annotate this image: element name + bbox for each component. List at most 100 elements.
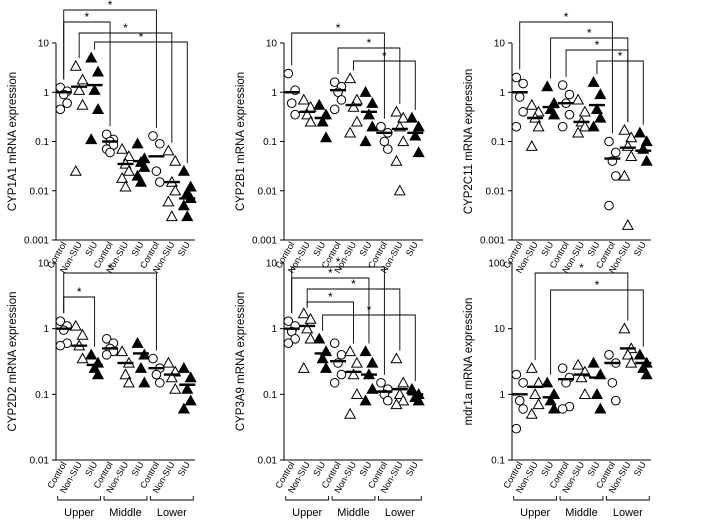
sig-bracket	[63, 21, 111, 127]
y-tick-label: 1	[43, 88, 49, 99]
point-non-siu	[525, 361, 538, 373]
point-control	[511, 72, 522, 83]
point-control	[58, 325, 69, 335]
y-tick-label: 0.1	[35, 390, 49, 401]
point-siu	[359, 345, 372, 357]
y-tick-label: 100	[488, 259, 505, 270]
region-label: Lower	[385, 507, 415, 519]
point-siu	[316, 115, 329, 127]
point-control	[283, 338, 294, 349]
sig-star: *	[579, 261, 584, 275]
point-control	[604, 200, 614, 211]
panel-2: 0.001 0.01 0.1 1 10 CYP2B1 mRNA expression * * *…	[235, 21, 425, 275]
point-siu	[319, 131, 333, 143]
point-control	[607, 377, 618, 388]
sig-bracket	[596, 60, 644, 125]
point-non-siu	[621, 140, 634, 151]
point-non-siu	[621, 218, 634, 230]
sig-bracket	[78, 32, 173, 143]
y-axis-label: mdr1a mRNA expression	[463, 298, 475, 426]
y-axis-label: CYP2C11 mRNA expression	[463, 69, 475, 215]
point-non-siu	[625, 131, 638, 143]
point-control	[148, 131, 158, 141]
point-control	[154, 177, 165, 187]
point-control	[329, 104, 340, 115]
point-siu	[590, 103, 603, 114]
point-control	[557, 363, 568, 374]
sig-star: *	[595, 278, 600, 292]
sig-star: *	[367, 303, 372, 317]
point-control	[604, 136, 614, 147]
y-tick-label: 1	[271, 88, 277, 99]
point-non-siu	[162, 356, 175, 368]
point-control	[283, 316, 294, 326]
point-siu	[313, 332, 326, 344]
point-non-siu	[297, 361, 310, 373]
point-siu	[594, 88, 607, 100]
point-control	[336, 369, 347, 380]
point-siu	[134, 175, 147, 187]
point-control	[518, 78, 528, 89]
sig-star: *	[85, 10, 90, 24]
y-tick-label: 10	[38, 39, 50, 50]
point-siu	[177, 402, 190, 414]
point-siu	[366, 96, 379, 108]
y-axis-label: CYP2B1 mRNA expression	[235, 72, 247, 211]
point-non-siu	[344, 126, 357, 138]
sig-star: *	[108, 0, 113, 12]
y-tick-label: 0.1	[35, 137, 49, 148]
point-siu	[633, 126, 646, 138]
point-siu	[633, 348, 646, 360]
point-non-siu	[578, 120, 591, 132]
point-siu	[587, 356, 600, 368]
point-siu	[131, 137, 144, 149]
point-control	[376, 377, 386, 388]
point-non-siu	[525, 407, 538, 419]
point-siu	[359, 394, 372, 406]
sig-bracket	[565, 49, 629, 123]
point-non-siu	[532, 398, 545, 410]
panel-1: 0.001 0.01 0.1 1 10 CYP1A1 mRNA expression * * *…	[7, 0, 197, 275]
point-non-siu	[162, 144, 175, 156]
point-non-siu	[397, 135, 410, 147]
point-non-siu	[116, 171, 129, 183]
point-siu	[541, 376, 554, 388]
point-non-siu	[116, 345, 129, 357]
x-category-label: SIU	[632, 240, 648, 258]
region-label: Middle	[337, 507, 369, 519]
y-tick-label: 0.001	[24, 236, 49, 247]
y-tick-label: 0.01	[258, 456, 278, 467]
y-tick-label: 10	[494, 39, 506, 50]
point-siu	[85, 348, 98, 360]
point-control	[557, 80, 568, 90]
x-category-label: SIU	[404, 460, 420, 478]
point-siu	[91, 368, 105, 380]
point-siu	[177, 199, 190, 211]
point-non-siu	[532, 376, 545, 388]
region-bracket	[605, 496, 650, 501]
point-non-siu	[344, 72, 357, 84]
y-tick-label: 10	[38, 259, 50, 270]
y-tick-label: 10	[266, 39, 278, 50]
point-siu	[138, 376, 151, 388]
point-control	[101, 334, 112, 344]
sig-star: *	[77, 285, 82, 299]
point-siu	[587, 75, 600, 87]
point-control	[329, 77, 340, 87]
point-non-siu	[390, 352, 403, 364]
point-non-siu	[572, 358, 585, 370]
region-bracket	[103, 496, 148, 501]
point-control	[511, 369, 522, 380]
sig-star: *	[336, 21, 341, 35]
point-siu	[366, 382, 379, 394]
sig-bracket	[291, 32, 385, 119]
point-control	[557, 121, 568, 132]
point-control	[514, 395, 525, 406]
y-tick-label: 1	[499, 88, 505, 99]
sig-bracket	[306, 301, 354, 344]
point-siu	[177, 164, 190, 176]
point-control	[511, 121, 522, 132]
